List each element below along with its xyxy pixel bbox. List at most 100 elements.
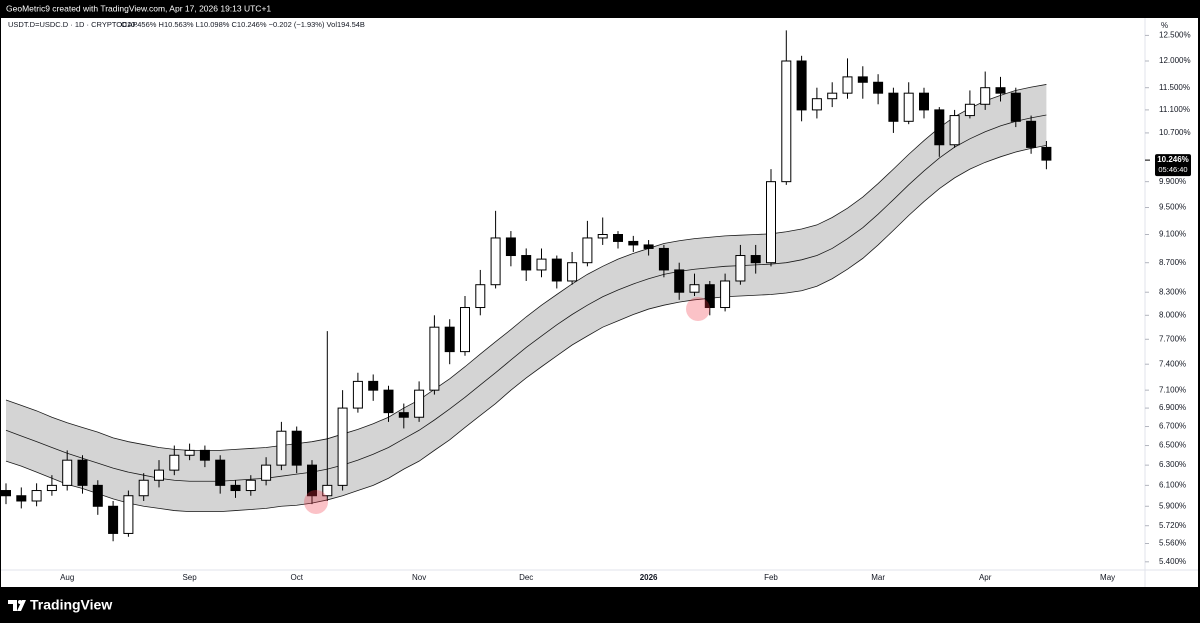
y-tick-label: 7.700% xyxy=(1159,334,1186,343)
candle-body xyxy=(62,459,73,486)
candle-body xyxy=(276,430,287,466)
highlight-circle xyxy=(686,297,710,321)
band-middle xyxy=(5,114,1047,482)
candle-body xyxy=(199,449,210,461)
candle-body xyxy=(888,92,899,122)
ohlc-text: O10.456% H10.563% L10.098% C10.246% −0.2… xyxy=(121,20,365,29)
candle-body xyxy=(16,495,27,502)
highlight-circle xyxy=(304,490,328,514)
candle-body xyxy=(919,92,929,111)
y-tick-label: 8.300% xyxy=(1159,287,1186,296)
band-upper xyxy=(5,84,1047,451)
x-tick-label: Sep xyxy=(182,573,197,582)
candle-body xyxy=(704,284,715,309)
y-tick-label: 9.900% xyxy=(1159,177,1186,186)
y-tick-label: 5.560% xyxy=(1159,539,1186,548)
candle-body xyxy=(521,255,532,271)
candle-body xyxy=(735,255,746,282)
candle-body xyxy=(750,255,761,264)
y-tick-label: 12.000% xyxy=(1159,56,1191,65)
y-tick-label: 11.100% xyxy=(1159,105,1190,114)
candle-body xyxy=(658,247,669,271)
y-tick-label: 7.100% xyxy=(1159,385,1186,394)
candle-body xyxy=(551,258,562,282)
x-tick-label: Aug xyxy=(60,573,74,582)
y-tick-label: 9.500% xyxy=(1159,203,1186,212)
y-tick-label: 6.900% xyxy=(1159,403,1186,412)
logo-text: TradingView xyxy=(30,597,112,613)
candle-body xyxy=(689,284,700,293)
y-tick-label: 12.500% xyxy=(1159,31,1191,40)
candle-body xyxy=(949,115,960,146)
candle-body xyxy=(261,464,272,481)
logo: TradingView xyxy=(8,597,112,613)
candle-body xyxy=(597,234,608,239)
candle-body xyxy=(245,479,256,492)
y-tick-label: 6.300% xyxy=(1159,460,1186,469)
y-tick-label: 7.400% xyxy=(1159,359,1186,368)
candle-body xyxy=(322,484,333,497)
x-tick-label: Mar xyxy=(871,573,885,582)
axis-unit: % xyxy=(1161,21,1168,30)
candle-body xyxy=(215,459,226,486)
candle-body xyxy=(781,60,792,183)
x-tick-label: Feb xyxy=(764,573,778,582)
candle-body xyxy=(383,389,394,414)
plot-area xyxy=(1,30,1052,542)
y-tick-label: 6.100% xyxy=(1159,480,1186,489)
y-tick-label: 5.720% xyxy=(1159,521,1186,530)
candle-body xyxy=(842,76,853,94)
x-tick-label: Nov xyxy=(412,573,426,582)
candle-body xyxy=(169,454,180,471)
candle-body xyxy=(613,234,623,242)
candle-body xyxy=(92,484,103,507)
x-tick-label: Apr xyxy=(979,573,992,582)
candle-body xyxy=(460,307,470,353)
y-tick-label: 6.500% xyxy=(1159,441,1186,450)
candle-body xyxy=(46,484,57,492)
candle-body xyxy=(582,237,593,264)
y-tick-label: 8.700% xyxy=(1159,258,1186,267)
y-tick-label: 8.000% xyxy=(1159,310,1186,319)
candle-body xyxy=(796,60,807,111)
candle-body xyxy=(307,464,317,497)
candle-body xyxy=(475,284,486,309)
candle-body xyxy=(108,505,119,534)
last-price-box xyxy=(1155,154,1191,177)
candle-body xyxy=(1010,92,1021,122)
candle-body xyxy=(934,109,945,146)
candle-body xyxy=(123,495,134,534)
candle-body xyxy=(903,92,914,122)
candle-body xyxy=(138,479,149,497)
candle-body xyxy=(827,92,838,100)
candle-body xyxy=(628,240,639,246)
candle-body xyxy=(154,469,164,481)
candle-body xyxy=(873,81,884,94)
candle-body xyxy=(811,98,822,111)
countdown: 05:46:40 xyxy=(1158,165,1187,174)
candle-body xyxy=(1,490,11,497)
y-tick-label: 9.100% xyxy=(1159,230,1186,239)
candle-body xyxy=(1041,146,1052,161)
candle-body xyxy=(230,484,241,492)
x-tick-label: May xyxy=(1100,573,1115,582)
candle-body xyxy=(77,459,88,486)
candle-body xyxy=(766,181,776,264)
candle-body xyxy=(368,380,379,391)
header-text: GeoMetric9 created with TradingView.com,… xyxy=(6,3,271,13)
y-tick-label: 11.500% xyxy=(1159,83,1190,92)
candle-body xyxy=(536,258,547,271)
symbol-text: USDT.D=USDC.D · 1D · CRYPTOCAP xyxy=(8,20,138,29)
candle-body xyxy=(291,430,302,466)
y-tick-label: 5.400% xyxy=(1159,557,1186,566)
band-lower xyxy=(5,144,1047,513)
logo-dot xyxy=(18,600,22,604)
candle-body xyxy=(1026,120,1037,148)
candle-body xyxy=(31,490,42,502)
candle-body xyxy=(184,449,195,456)
x-tick-label: 2026 xyxy=(640,573,658,582)
x-tick-label: Dec xyxy=(519,573,533,582)
candle-body xyxy=(429,326,440,391)
